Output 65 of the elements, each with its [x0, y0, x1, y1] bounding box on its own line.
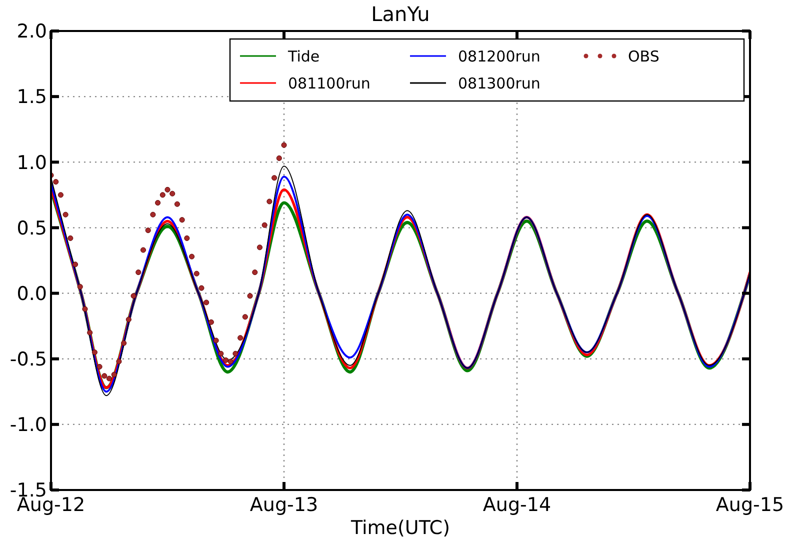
point — [140, 247, 146, 253]
point — [189, 254, 195, 260]
y-tick-label: 1.5 — [16, 86, 47, 108]
legend-label: 081100run — [288, 74, 370, 92]
point — [179, 217, 185, 223]
point — [77, 284, 83, 290]
point — [53, 179, 59, 185]
y-tick-label: 1.0 — [16, 152, 47, 174]
x-tick-label: Aug-13 — [250, 494, 318, 516]
chart-title: LanYu — [371, 2, 430, 26]
point — [281, 142, 287, 148]
point — [213, 338, 219, 344]
point — [160, 192, 166, 198]
point — [121, 340, 127, 346]
point — [204, 300, 210, 306]
point — [92, 350, 98, 356]
legend-label: OBS — [628, 47, 660, 66]
point — [194, 270, 200, 276]
point — [126, 316, 132, 322]
point — [150, 212, 156, 218]
point — [242, 314, 248, 320]
point — [106, 376, 112, 382]
point — [58, 192, 64, 198]
point — [266, 198, 272, 204]
point — [145, 228, 151, 234]
legend-label: 081300run — [458, 74, 540, 92]
point — [102, 373, 108, 379]
point — [208, 319, 214, 325]
x-tick-label: Aug-14 — [482, 494, 552, 516]
y-tick-label: 0.0 — [16, 282, 47, 305]
point — [111, 372, 117, 378]
legend-label: 081200run — [458, 47, 540, 66]
point — [222, 357, 229, 363]
point — [228, 358, 234, 364]
point — [238, 335, 244, 341]
point — [272, 175, 278, 181]
point — [136, 270, 142, 276]
point — [247, 293, 253, 299]
x-axis-title: Time(UTC) — [350, 517, 450, 539]
point — [68, 235, 74, 241]
legend-label: Tide — [287, 47, 320, 66]
point — [262, 222, 268, 228]
y-tick-label: -1.0 — [10, 414, 47, 436]
y-tick-label: 2.0 — [16, 20, 47, 43]
y-tick-label: 0.5 — [16, 217, 47, 240]
point — [62, 212, 68, 218]
point — [256, 244, 262, 250]
point — [116, 358, 122, 364]
point — [174, 201, 180, 207]
point — [252, 270, 258, 276]
point — [198, 285, 204, 291]
point — [276, 155, 282, 161]
point — [82, 306, 88, 312]
point — [130, 293, 136, 299]
point — [232, 350, 238, 356]
point — [170, 190, 176, 196]
point — [184, 235, 190, 241]
point — [87, 330, 93, 336]
point — [72, 262, 78, 268]
x-tick-label: Aug-15 — [716, 494, 784, 516]
point — [96, 364, 102, 370]
point — [164, 186, 170, 192]
y-tick-label: -0.5 — [10, 348, 47, 371]
point — [218, 350, 224, 356]
point — [155, 200, 161, 206]
